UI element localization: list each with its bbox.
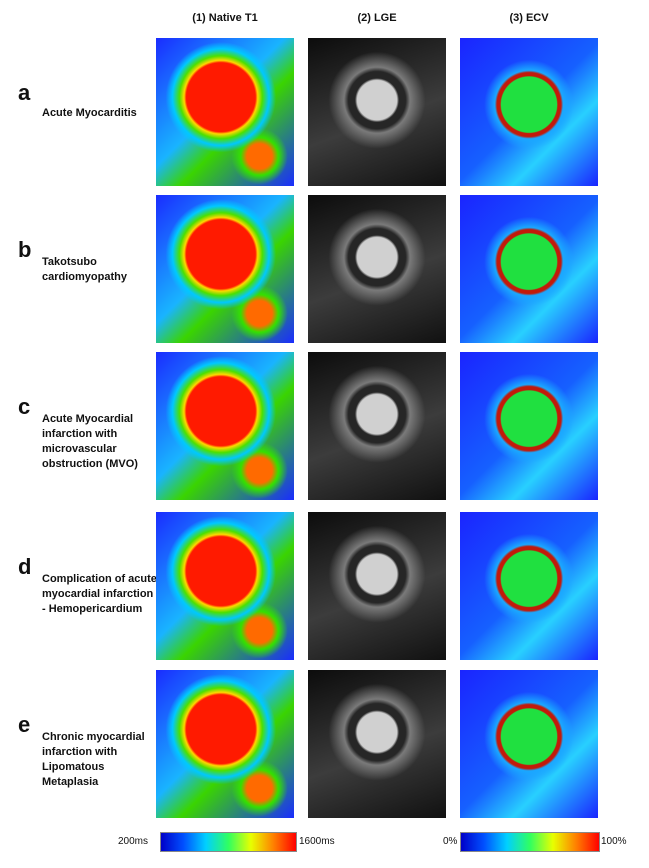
image-panel — [156, 352, 294, 500]
row-label: Chronic myocardial infarction with Lipom… — [42, 731, 145, 788]
colorbar — [460, 832, 600, 852]
image-panel — [308, 670, 446, 818]
image-panel — [460, 38, 598, 186]
row-letter: e — [18, 712, 31, 737]
colorbar-min: 200ms — [118, 836, 149, 847]
colorbar-min: 0% — [443, 836, 458, 847]
image-panel — [156, 512, 294, 660]
image-panel — [460, 670, 598, 818]
column-header: (1) Native T1 — [192, 12, 258, 24]
image-panel — [156, 195, 294, 343]
colorbar — [160, 832, 297, 852]
image-panel — [460, 352, 598, 500]
image-panel — [460, 512, 598, 660]
row-letter: a — [18, 80, 31, 105]
image-panel — [308, 38, 446, 186]
image-panel — [460, 195, 598, 343]
row-label: Takotsubo cardiomyopathy — [42, 256, 127, 283]
image-panel — [308, 195, 446, 343]
row-label: Acute Myocarditis — [42, 107, 137, 119]
column-header: (2) LGE — [357, 12, 397, 24]
row-letter: b — [18, 237, 32, 262]
image-panel — [308, 352, 446, 500]
image-panel — [156, 38, 294, 186]
row-letter: d — [18, 554, 32, 579]
image-panel — [156, 670, 294, 818]
column-header: (3) ECV — [509, 12, 549, 24]
row-letter: c — [18, 394, 31, 419]
colorbar-max: 100% — [601, 836, 627, 847]
colorbar-max: 1600ms — [299, 836, 335, 847]
image-panel — [308, 512, 446, 660]
row-label: Acute Myocardial infarction with microva… — [42, 413, 138, 470]
row-label: Complication of acute myocardial infarct… — [42, 573, 157, 615]
